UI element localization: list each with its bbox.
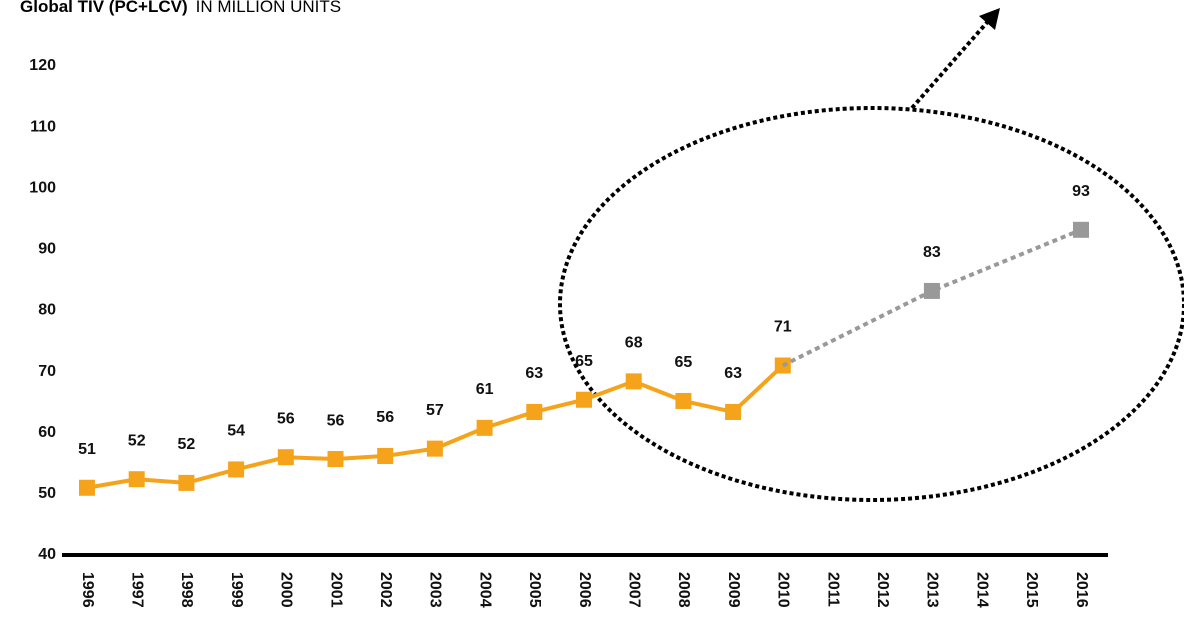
data-label: 65 [575,353,593,370]
y-tick-label: 100 [29,179,56,196]
data-label: 57 [426,402,444,419]
x-tick-label: 2012 [874,572,891,608]
y-tick-label: 70 [38,363,56,380]
marker [675,392,692,409]
x-tick-label: 2016 [1073,572,1090,608]
x-tick-label: 2013 [924,572,941,608]
x-tick-label: 2002 [377,572,394,608]
data-label: 52 [178,436,196,453]
data-label: 93 [1072,183,1090,200]
x-tick-label: 2001 [327,572,344,608]
y-tick-label: 60 [38,424,56,441]
data-label: 63 [724,365,742,382]
x-tick-label: 1996 [79,572,96,608]
data-label: 68 [625,335,643,352]
x-tick-label: 2009 [725,572,742,608]
marker [725,403,742,420]
x-tick-label: 2000 [278,572,295,608]
chart-title: Global TIV (PC+LCV) [20,0,188,16]
y-tick-label: 50 [38,485,56,502]
data-label: 56 [277,410,295,427]
y-tick-label: 40 [38,546,56,563]
marker [327,451,344,468]
arrow-head [979,8,1000,30]
marker [277,449,294,466]
y-tick-label: 80 [38,302,56,319]
data-label: 71 [774,319,792,336]
x-tick-label: 2014 [973,572,990,608]
y-tick-label: 110 [30,118,56,135]
data-label: 52 [128,432,146,449]
series-line [86,364,785,490]
data-label: 54 [227,423,245,440]
data-label: 51 [78,441,96,458]
x-tick-label: 2011 [824,572,841,607]
x-tick-label: 1999 [228,572,245,608]
x-tick-label: 2003 [427,572,444,608]
x-tick-label: 1997 [128,572,145,608]
x-tick-label: 2005 [526,572,543,608]
x-tick-label: 1998 [178,572,195,608]
marker [79,479,95,496]
data-label: 65 [675,354,693,371]
y-tick-label: 90 [38,241,56,258]
x-tick-label: 2007 [625,572,642,608]
marker [228,461,245,478]
marker [476,419,493,436]
marker [576,391,592,408]
data-label: 61 [476,381,494,398]
x-tick-label: 2006 [576,572,593,608]
marker [625,373,642,390]
data-label: 63 [525,365,543,382]
x-tick-label: 2008 [675,572,692,608]
marker [426,440,443,457]
marker [377,447,394,464]
data-label: 56 [327,412,345,429]
x-tick-label: 2010 [775,572,792,608]
chart-subtitle: IN MILLION UNITS [196,0,341,16]
chart-title-line: Global TIV (PC+LCV) IN MILLION UNITS [20,0,341,16]
x-tick-label: 2004 [476,572,493,608]
marker [1073,221,1089,238]
data-label: 83 [923,244,941,261]
arrow-shaft [910,17,992,110]
highlight-ellipse [558,106,1184,502]
x-tick-label: 2015 [1023,572,1040,608]
marker [923,282,940,299]
marker [178,474,195,491]
marker [128,471,145,488]
marker [526,403,543,420]
data-label: 56 [376,409,394,426]
y-tick-label: 120 [29,57,56,74]
